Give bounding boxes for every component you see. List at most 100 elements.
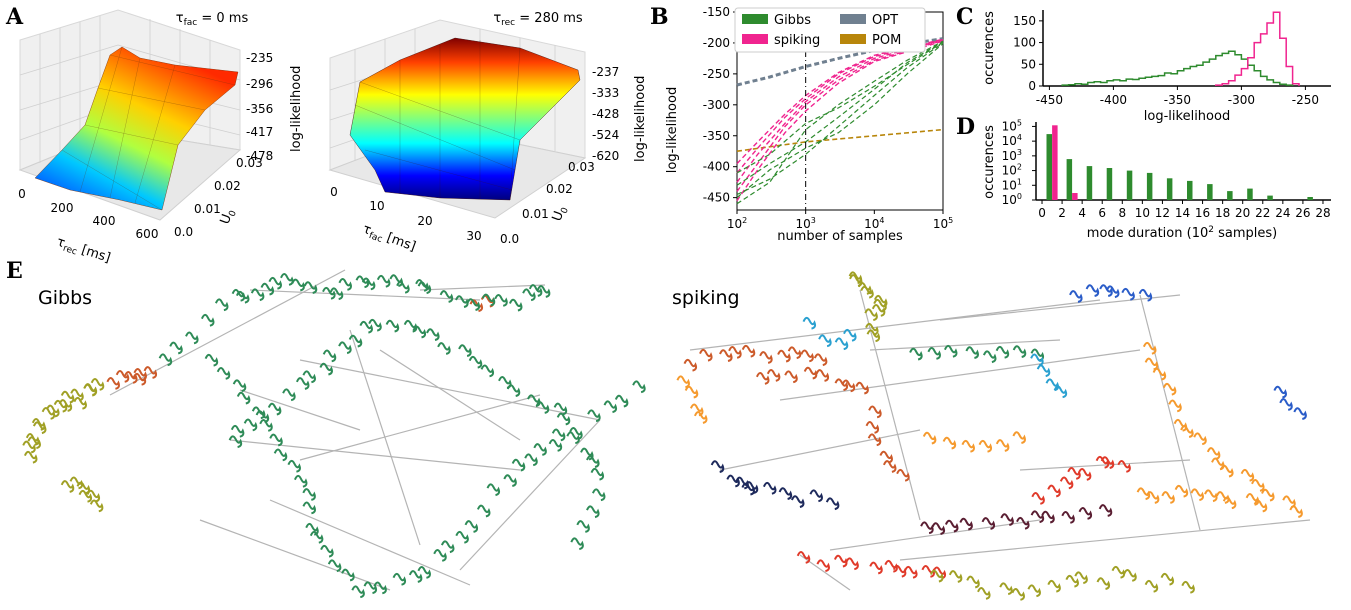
sample-point [999,582,1013,596]
sample-point [1098,504,1113,517]
surface-right-mesh [354,40,521,201]
transition-line [779,349,1141,401]
sample-point [766,369,781,382]
sample-point [1144,357,1159,371]
sample-point [1293,407,1307,420]
embedding-title-gibbs: Gibbs [38,287,92,309]
sample-point [803,366,818,380]
sample-point [508,298,523,312]
sample-point [236,391,251,405]
sample-point [693,411,708,424]
bar-gibbs [1106,168,1113,200]
sample-point [1036,364,1051,378]
y-tick: 0.01 [522,207,549,221]
y-tick: 0.0 [500,232,519,246]
y-tick: 0.03 [236,156,263,170]
transition-line [419,284,546,291]
sample-point [1047,579,1061,593]
panel-letter-a: A [5,4,24,30]
bar-gibbs [1247,188,1253,200]
embedding-spiking [676,271,1311,601]
sample-point [468,355,483,369]
sample-point [302,488,316,501]
x-tick-label: 24 [1275,206,1290,220]
sample-point [1117,460,1131,473]
surface-plot-right: τrec = 280 ms 0 10 20 30 τfac [ms] 0.0 0… [328,11,648,255]
z-tick: -237 [592,65,619,79]
sample-point [260,282,275,296]
sample-point [412,325,427,339]
sample-point [389,274,403,287]
panel-letter-c: C [956,4,974,30]
sample-point [133,368,147,381]
x-tick-label: 6 [1098,206,1106,220]
sample-point [522,288,536,302]
sample-point [1289,505,1303,518]
bar-gibbs [1126,170,1133,200]
histogram-step-spiking [1215,11,1300,86]
sample-point [959,517,973,531]
sample-point [280,273,294,286]
sample-point [942,436,957,450]
transition-line [719,429,921,471]
sample-point [1204,489,1218,503]
legend-label-gibbs: Gibbs [774,13,811,28]
sample-point [503,474,517,487]
sample-point [73,396,87,410]
transition-line [229,439,521,471]
sample-point [587,409,601,423]
sample-point [922,431,937,445]
sample-point [1105,285,1120,299]
sample-point [1161,491,1175,504]
legend-swatch [742,14,768,24]
sample-point [1016,516,1030,530]
sample-point [373,581,387,595]
sample-point [1123,569,1137,582]
histogram-step-gibbs [1061,50,1294,86]
sample-point [603,400,618,414]
sample-point [892,564,907,578]
sample-point [762,481,777,495]
sample-point [455,530,469,544]
sample-point [1095,455,1110,469]
sample-point [302,501,316,515]
panel-letter-d: D [956,114,975,140]
sample-point [553,402,568,416]
panel-letter-e: E [6,258,23,284]
sample-point [46,404,60,418]
sample-point [879,450,893,464]
y-axis-label: U0 [218,207,239,227]
sample-point [535,401,550,414]
sample-point [439,290,454,303]
sample-point [566,431,580,445]
x-tick: 20 [417,214,432,228]
sample-point [259,419,273,432]
sample-point [556,412,571,426]
legend-label-opt: OPT [872,13,898,28]
sample-point [755,372,770,385]
sample-point [1162,382,1177,396]
sample-point [322,349,337,363]
sample-point [368,318,382,332]
z-tick: -333 [592,86,619,100]
histogram-series-group [1061,11,1300,86]
sample-point [327,559,342,573]
sample-point [83,383,97,397]
z-tick: -620 [592,149,619,163]
sample-point [1181,580,1195,594]
sample-point [124,371,138,384]
bar-gibbs [1086,166,1093,200]
sample-point [302,370,316,384]
sample-point [455,295,469,308]
sample-point [158,353,173,367]
x-axis-label: number of samples [777,229,903,244]
sample-point [408,570,423,583]
sample-point [961,439,975,453]
sample-point [1245,493,1260,506]
sample-point [590,467,605,481]
sample-point [322,286,336,300]
legend-label-spiking: spiking [774,33,820,48]
transition-line [859,289,921,521]
sample-point [1069,290,1083,303]
embedding-title-spiking: spiking [672,287,740,309]
